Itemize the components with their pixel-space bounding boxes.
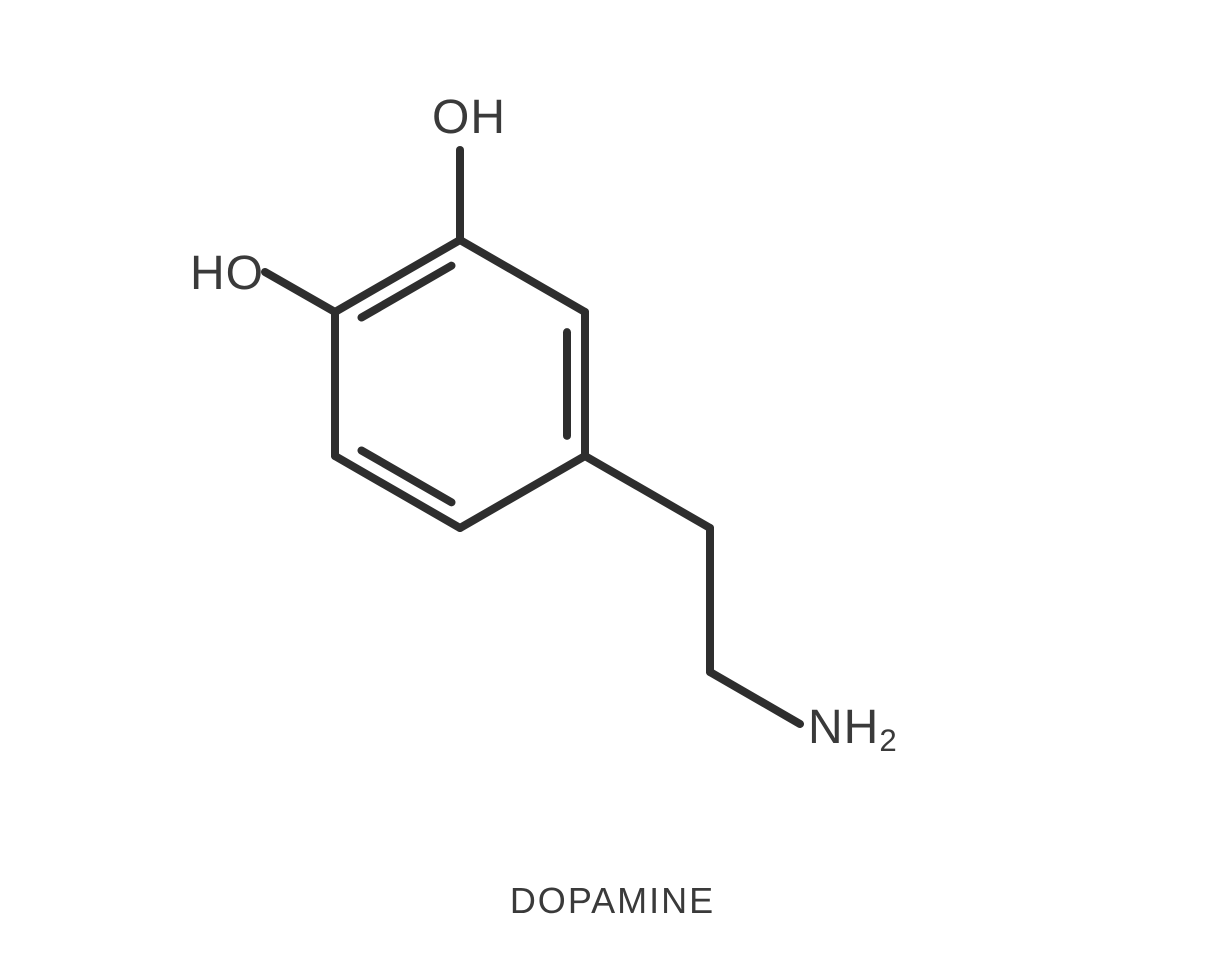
amine-label: NH2 xyxy=(808,700,898,755)
hydroxyl-label-top: OH xyxy=(432,90,506,145)
molecule-name-title: DOPAMINE xyxy=(0,880,1225,922)
molecule-structure-svg xyxy=(0,0,1225,980)
hydroxyl-label-left: HO xyxy=(190,246,264,301)
molecule-canvas: OH HO NH2 DOPAMINE xyxy=(0,0,1225,980)
